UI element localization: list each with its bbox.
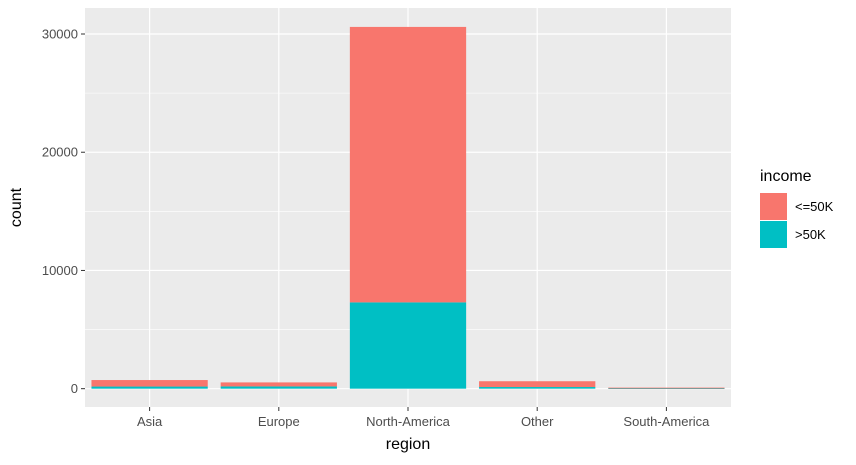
bar-europe-gt-50k — [220, 386, 337, 389]
x-tick-label: North-America — [366, 414, 451, 429]
y-tick-label: 30000 — [42, 27, 78, 42]
bar-asia-gt-50k — [91, 386, 208, 389]
x-tick-label: Asia — [137, 414, 163, 429]
y-tick-label: 10000 — [42, 263, 78, 278]
bar-europe-le-50k — [220, 382, 337, 387]
bar-asia-le-50k — [91, 380, 208, 387]
x-axis-title: region — [386, 436, 430, 453]
x-tick-label: Other — [521, 414, 554, 429]
bars — [91, 26, 725, 389]
legend-label-le-50k: <=50K — [795, 199, 834, 214]
x-axis: Asia Europe North-America Other South-Americ… — [137, 407, 710, 429]
legend-key-le-50k — [760, 193, 787, 220]
y-axis-title: count — [8, 187, 25, 227]
bar-other-le-50k — [479, 381, 596, 388]
bar-north-america-le-50k — [349, 26, 467, 303]
legend-title: income — [760, 168, 812, 185]
y-tick-label: 20000 — [42, 145, 78, 160]
y-axis: 0 10000 20000 30000 — [42, 27, 85, 396]
legend-label-gt-50k: >50K — [795, 227, 826, 242]
legend-key-gt-50k — [760, 221, 787, 248]
x-tick-label: South-America — [623, 414, 710, 429]
y-tick-label: 0 — [71, 381, 78, 396]
bar-south-america-gt-50k — [608, 388, 725, 389]
x-tick-label: Europe — [258, 414, 300, 429]
legend: income <=50K >50K — [760, 168, 834, 248]
bar-other-gt-50k — [479, 387, 596, 389]
bar-south-america-le-50k — [608, 387, 725, 389]
bar-north-america-gt-50k — [349, 302, 467, 389]
